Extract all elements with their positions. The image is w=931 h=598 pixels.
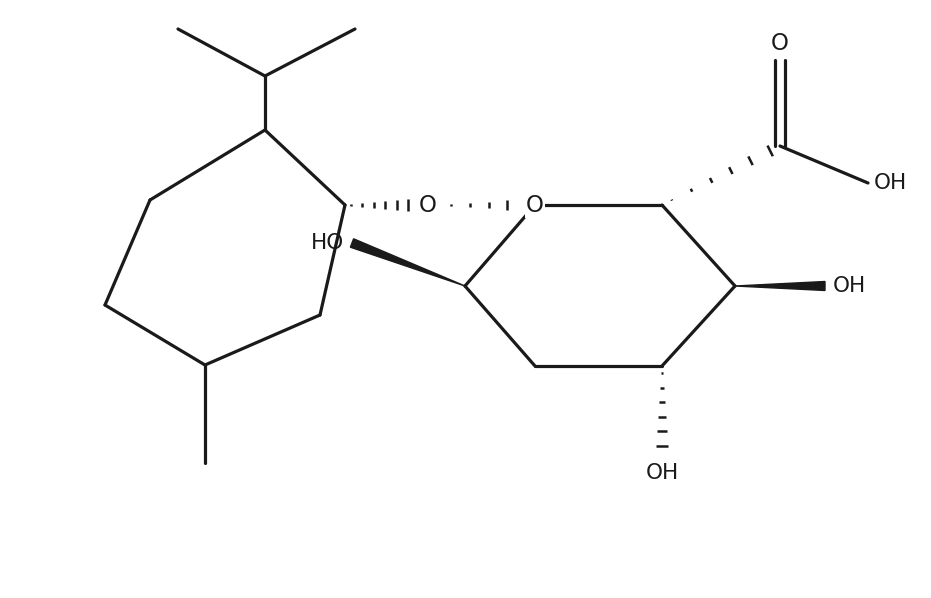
Text: OH: OH <box>645 463 679 483</box>
Text: HO: HO <box>311 233 344 253</box>
Text: O: O <box>419 194 437 216</box>
Text: OH: OH <box>874 173 907 193</box>
Text: OH: OH <box>833 276 866 296</box>
Polygon shape <box>735 282 825 291</box>
Polygon shape <box>350 239 465 286</box>
Text: O: O <box>526 194 544 216</box>
Text: O: O <box>771 32 789 55</box>
